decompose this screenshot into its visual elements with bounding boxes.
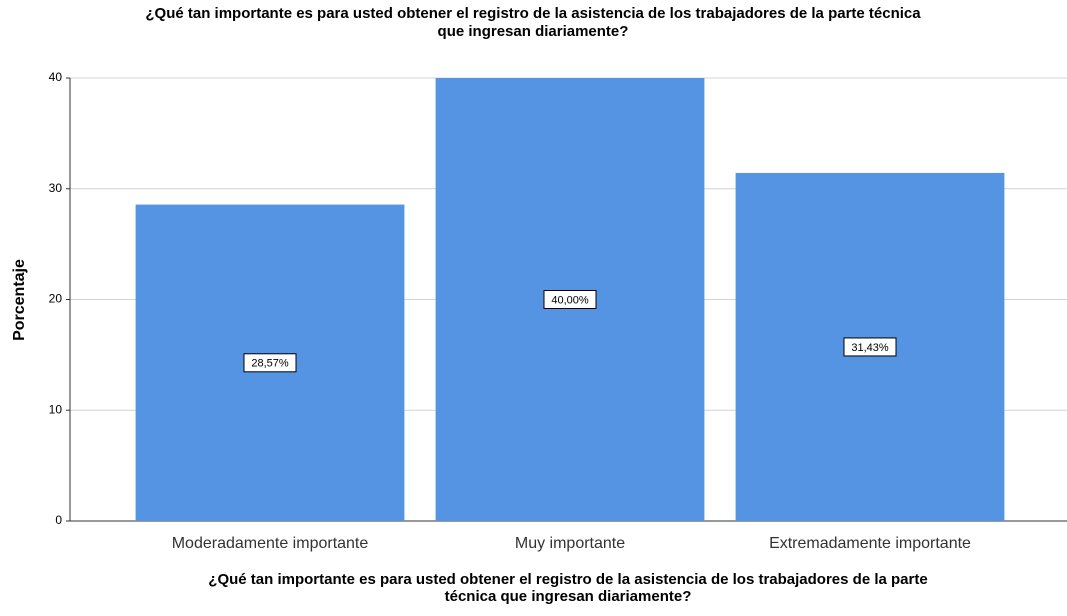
value-label-box	[243, 353, 297, 373]
x-tick-label: Moderadamente importante	[172, 535, 369, 552]
y-tick-label: 40	[49, 70, 63, 84]
value-label: 40,00%	[551, 294, 589, 306]
y-tick-label: 0	[55, 513, 62, 527]
chart-title: ¿Qué tan importante es para usted obtene…	[145, 5, 921, 22]
x-tick-label: Muy importante	[515, 535, 625, 552]
y-tick-label: 30	[49, 181, 63, 195]
value-label: 31,43%	[851, 342, 889, 354]
y-tick-label: 10	[49, 402, 63, 416]
x-axis-title: técnica que ingresan diariamente?	[445, 588, 692, 605]
y-axis-title: Porcentaje	[11, 259, 28, 341]
chart-title: que ingresan diariamente?	[438, 23, 629, 40]
value-label: 28,57%	[251, 358, 289, 370]
x-axis-title: ¿Qué tan importante es para usted obtene…	[208, 571, 927, 588]
value-label-box	[843, 337, 897, 357]
value-label-box	[543, 290, 597, 309]
x-tick-label: Extremadamente importante	[769, 535, 971, 552]
y-tick-label: 20	[49, 292, 63, 306]
